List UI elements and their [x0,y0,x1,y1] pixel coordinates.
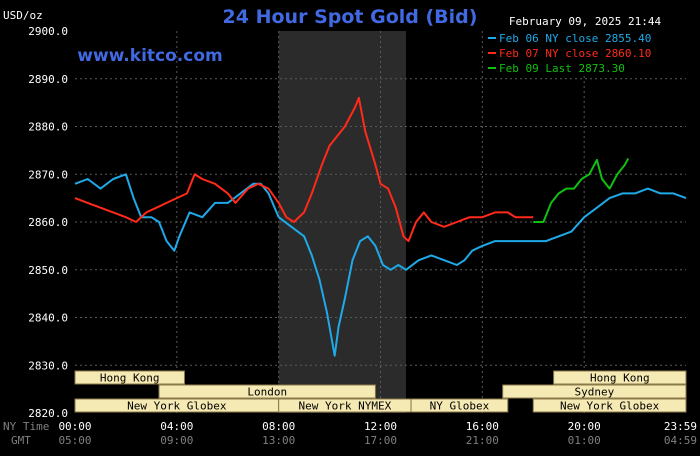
series-line-0 [74,173,687,357]
x-tick-ny: 04:00 [160,420,193,433]
grid-lines [75,31,686,413]
legend-entry: Feb 06 NY close 2855.40 [499,32,651,45]
series-group [74,96,687,357]
x-tick-ny: 08:00 [262,420,295,433]
legend-entry: Feb 07 NY close 2860.10 [499,47,651,60]
y-tick-label: 2820.0 [28,407,68,420]
y-tick-label: 2860.0 [28,216,68,229]
x-tick-ny: 12:00 [364,420,397,433]
y-tick-label: 2850.0 [28,264,68,277]
market-bar [158,384,376,399]
chart-title: 24 Hour Spot Gold (Bid) [223,6,478,28]
market-label: Hong Kong [100,372,160,385]
market-session: New York Globex [532,398,687,413]
legend: Feb 06 NY close 2855.40 Feb 07 NY close 2… [483,31,683,76]
market-bar [502,384,687,399]
market-session: New York Globex [74,398,280,413]
series-line-2 [533,158,630,223]
x-tick-ny: 16:00 [466,420,499,433]
ny-time-label: NY Time [3,420,49,433]
market-label: Sydney [574,386,614,399]
market-label: Hong Kong [590,372,650,385]
y-axis-labels: 2900.0 2890.0 2880.0 2870.0 2860.0 2850.0 2840… [28,25,68,420]
x-tick-gmt: 09:00 [160,434,193,447]
gmt-label: GMT [11,434,31,447]
unit-label: USD/oz [3,9,43,22]
highlight-window [278,31,406,413]
market-label: London [247,386,287,399]
market-label: NY Globex [430,400,490,413]
y-tick-label: 2880.0 [28,121,68,134]
y-tick-label: 2830.0 [28,359,68,372]
market-bar [74,370,185,385]
x-tick-gmt: 13:00 [262,434,295,447]
y-tick-label: 2870.0 [28,168,68,181]
market-label: New York Globex [127,400,227,413]
y-tick-label: 2890.0 [28,73,68,86]
legend-entry: Feb 09 Last 2873.30 [499,62,625,75]
x-tick-gmt: 04:59 [664,434,697,447]
x-tick-ny: 23:59 [664,420,697,433]
market-label: New York NYMEX [298,400,391,413]
market-session: London [158,384,376,399]
x-tick-gmt: 05:00 [58,434,91,447]
market-bar [532,398,687,413]
market-label: New York Globex [560,400,660,413]
market-bar [410,398,509,413]
y-tick-label: 2900.0 [28,25,68,38]
market-bar [553,370,687,385]
x-tick-gmt: 01:00 [568,434,601,447]
market-session: NY Globex [410,398,509,413]
x-tick-ny: 00:00 [58,420,91,433]
x-tick-ny: 20:00 [568,420,601,433]
y-tick-label: 2840.0 [28,312,68,325]
legend-box [483,31,683,76]
date-stamp: February 09, 2025 21:44 [509,15,662,28]
series-line-1 [74,96,534,243]
site-label: www.kitco.com [77,46,222,66]
market-session: Hong Kong [553,370,687,385]
market-session: New York NYMEX [278,398,412,413]
market-session: Sydney [502,384,687,399]
market-session: Hong Kong [74,370,185,385]
x-tick-gmt: 17:00 [364,434,397,447]
x-tick-gmt: 21:00 [466,434,499,447]
